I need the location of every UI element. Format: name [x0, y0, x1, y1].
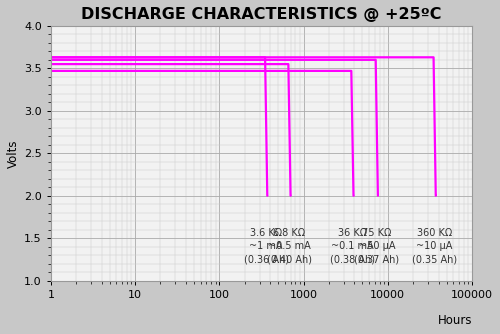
Title: DISCHARGE CHARACTERISTICS @ +25ºC: DISCHARGE CHARACTERISTICS @ +25ºC [81, 7, 442, 22]
Text: 6.8 KΩ
~0.5 mA
(0.40 Ah): 6.8 KΩ ~0.5 mA (0.40 Ah) [267, 228, 312, 265]
Text: 3.6 KΩ
~1 mA
(0.36 Ah): 3.6 KΩ ~1 mA (0.36 Ah) [244, 228, 288, 265]
Y-axis label: Volts: Volts [7, 139, 20, 168]
Text: Hours: Hours [438, 314, 472, 327]
Text: 75 KΩ
~50 μA
(0.37 Ah): 75 KΩ ~50 μA (0.37 Ah) [354, 228, 400, 265]
Text: 36 KΩ
~0.1 mA
(0.38 Ah): 36 KΩ ~0.1 mA (0.38 Ah) [330, 228, 375, 265]
Text: 360 KΩ
~10 μA
(0.35 Ah): 360 KΩ ~10 μA (0.35 Ah) [412, 228, 457, 265]
